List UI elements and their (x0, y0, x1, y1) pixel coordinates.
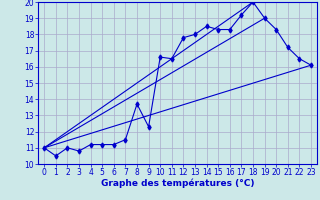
X-axis label: Graphe des températures (°C): Graphe des températures (°C) (101, 179, 254, 188)
